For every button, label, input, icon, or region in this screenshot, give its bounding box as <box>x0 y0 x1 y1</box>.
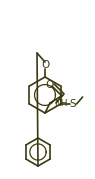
Text: S: S <box>69 99 76 109</box>
Text: O: O <box>45 80 53 90</box>
Text: NH: NH <box>54 98 68 108</box>
Text: O: O <box>41 60 49 70</box>
